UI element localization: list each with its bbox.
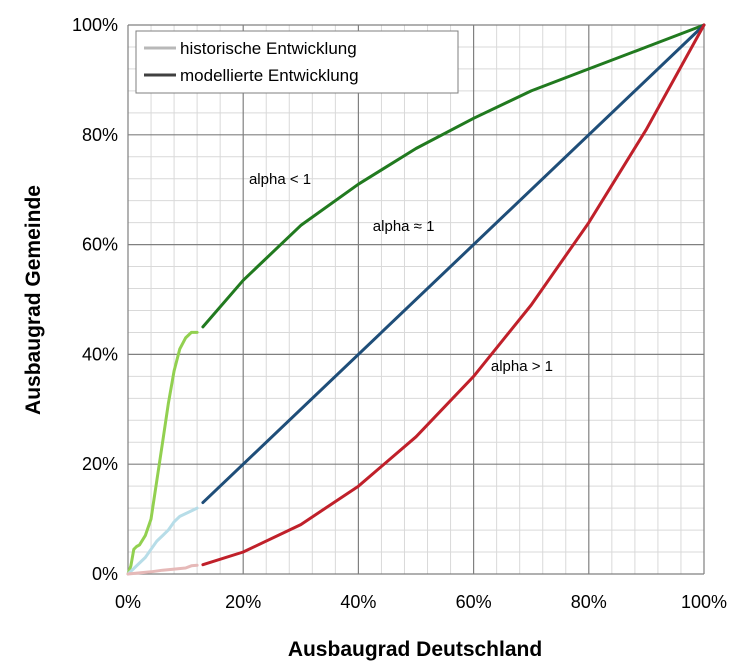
legend-box (135, 30, 459, 94)
series-group (126, 23, 706, 576)
x-tick-label: 80% (571, 592, 607, 612)
y-tick-label: 100% (72, 15, 118, 35)
curve-annotation: alpha > 1 (491, 358, 553, 375)
x-tick-label: 60% (456, 592, 492, 612)
annotations: alpha < 1 alpha ≈ 1 alpha > 1 (249, 171, 553, 375)
historical-series-line (126, 506, 199, 576)
y-tick-label: 20% (82, 454, 118, 474)
modelled-series-line (201, 23, 706, 329)
x-tick-label: 40% (340, 592, 376, 612)
x-tick-label: 0% (115, 592, 141, 612)
historical-series-line (126, 330, 199, 576)
tick-labels: 0% 20% 40% 60% 80% 100% 0% 20% 40% 60% 80% 100% (72, 15, 727, 612)
x-axis-title: Ausbaugrad Deutschland (288, 638, 542, 661)
y-tick-label: 0% (92, 564, 118, 584)
modelled-series-line (201, 23, 706, 567)
x-tick-label: 100% (681, 592, 727, 612)
y-tick-label: 80% (82, 125, 118, 145)
modelled-series-line (201, 23, 706, 505)
y-axis-title: Ausbaugrad Gemeinde (22, 185, 45, 415)
y-tick-label: 60% (82, 235, 118, 255)
curve-annotation: alpha ≈ 1 (373, 218, 435, 235)
legend: historische Entwicklung modellierte Entw… (135, 30, 459, 94)
legend-label-modelled: modellierte Entwicklung (180, 66, 359, 85)
grid (127, 24, 705, 575)
y-tick-label: 40% (82, 344, 118, 364)
curve-annotation: alpha < 1 (249, 171, 311, 188)
historical-series-line (126, 563, 199, 576)
x-tick-label: 20% (225, 592, 261, 612)
legend-label-historical: historische Entwicklung (180, 39, 357, 58)
